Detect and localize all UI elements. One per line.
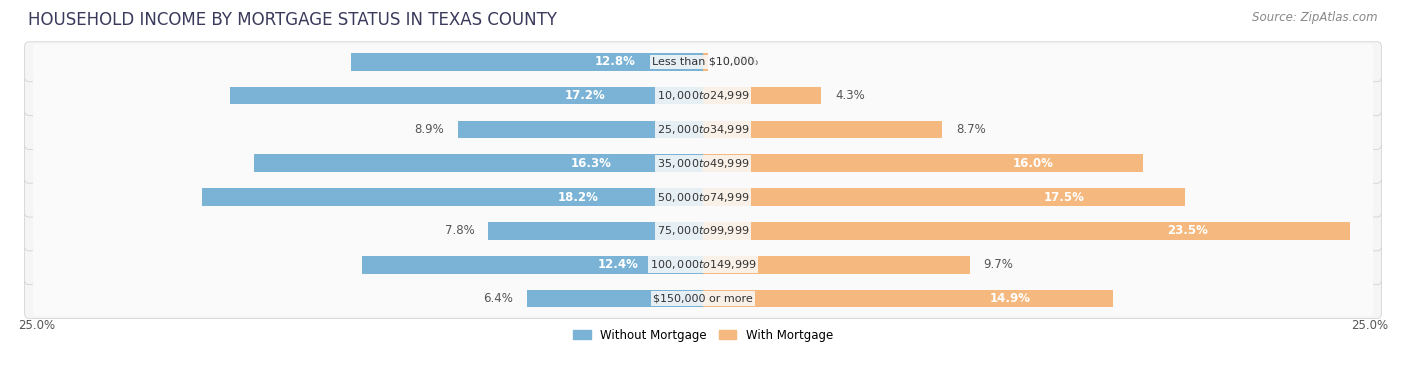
Text: $75,000 to $99,999: $75,000 to $99,999 bbox=[657, 225, 749, 237]
Bar bbox=[229, 87, 703, 104]
Text: 25.0%: 25.0% bbox=[18, 319, 55, 332]
Bar bbox=[254, 155, 703, 172]
FancyBboxPatch shape bbox=[32, 44, 1374, 79]
Text: 17.5%: 17.5% bbox=[1043, 191, 1084, 204]
FancyBboxPatch shape bbox=[25, 76, 1381, 116]
Text: 16.0%: 16.0% bbox=[1012, 157, 1053, 170]
Text: 16.3%: 16.3% bbox=[571, 157, 612, 170]
Bar bbox=[703, 155, 1143, 172]
Text: $25,000 to $34,999: $25,000 to $34,999 bbox=[657, 123, 749, 136]
FancyBboxPatch shape bbox=[25, 279, 1381, 319]
Text: $35,000 to $49,999: $35,000 to $49,999 bbox=[657, 157, 749, 170]
Text: 23.5%: 23.5% bbox=[1167, 225, 1209, 237]
Bar bbox=[350, 53, 703, 71]
Text: Source: ZipAtlas.com: Source: ZipAtlas.com bbox=[1253, 11, 1378, 24]
Text: $50,000 to $74,999: $50,000 to $74,999 bbox=[657, 191, 749, 204]
FancyBboxPatch shape bbox=[25, 143, 1381, 183]
Text: $10,000 to $24,999: $10,000 to $24,999 bbox=[657, 89, 749, 102]
FancyBboxPatch shape bbox=[32, 281, 1374, 316]
Text: 8.7%: 8.7% bbox=[956, 123, 986, 136]
Text: 18.2%: 18.2% bbox=[557, 191, 598, 204]
Text: HOUSEHOLD INCOME BY MORTGAGE STATUS IN TEXAS COUNTY: HOUSEHOLD INCOME BY MORTGAGE STATUS IN T… bbox=[28, 11, 557, 29]
Text: $100,000 to $149,999: $100,000 to $149,999 bbox=[650, 258, 756, 271]
Bar bbox=[703, 87, 821, 104]
FancyBboxPatch shape bbox=[32, 213, 1374, 248]
FancyBboxPatch shape bbox=[25, 245, 1381, 285]
Bar bbox=[703, 222, 1350, 240]
Text: 6.4%: 6.4% bbox=[484, 292, 513, 305]
Text: 9.7%: 9.7% bbox=[984, 258, 1014, 271]
Legend: Without Mortgage, With Mortgage: Without Mortgage, With Mortgage bbox=[568, 324, 838, 346]
FancyBboxPatch shape bbox=[32, 146, 1374, 181]
FancyBboxPatch shape bbox=[32, 180, 1374, 215]
Text: 12.8%: 12.8% bbox=[595, 55, 636, 68]
FancyBboxPatch shape bbox=[32, 78, 1374, 113]
Bar bbox=[202, 188, 703, 206]
Text: 12.4%: 12.4% bbox=[598, 258, 638, 271]
Bar bbox=[703, 121, 942, 138]
Bar bbox=[703, 256, 970, 274]
Bar bbox=[488, 222, 703, 240]
Text: 14.9%: 14.9% bbox=[990, 292, 1031, 305]
Text: Less than $10,000: Less than $10,000 bbox=[652, 57, 754, 67]
Text: 25.0%: 25.0% bbox=[1351, 319, 1388, 332]
FancyBboxPatch shape bbox=[32, 247, 1374, 282]
Bar bbox=[458, 121, 703, 138]
Text: 0.17%: 0.17% bbox=[721, 55, 759, 68]
Bar bbox=[703, 188, 1185, 206]
Bar bbox=[361, 256, 703, 274]
Bar bbox=[703, 53, 707, 71]
FancyBboxPatch shape bbox=[25, 42, 1381, 82]
FancyBboxPatch shape bbox=[25, 177, 1381, 217]
Text: 8.9%: 8.9% bbox=[415, 123, 444, 136]
FancyBboxPatch shape bbox=[25, 110, 1381, 149]
FancyBboxPatch shape bbox=[25, 211, 1381, 251]
Bar bbox=[703, 290, 1114, 307]
Text: $150,000 or more: $150,000 or more bbox=[654, 294, 752, 304]
Text: 17.2%: 17.2% bbox=[564, 89, 605, 102]
Text: 4.3%: 4.3% bbox=[835, 89, 865, 102]
FancyBboxPatch shape bbox=[32, 112, 1374, 147]
Bar bbox=[527, 290, 703, 307]
Text: 7.8%: 7.8% bbox=[444, 225, 475, 237]
